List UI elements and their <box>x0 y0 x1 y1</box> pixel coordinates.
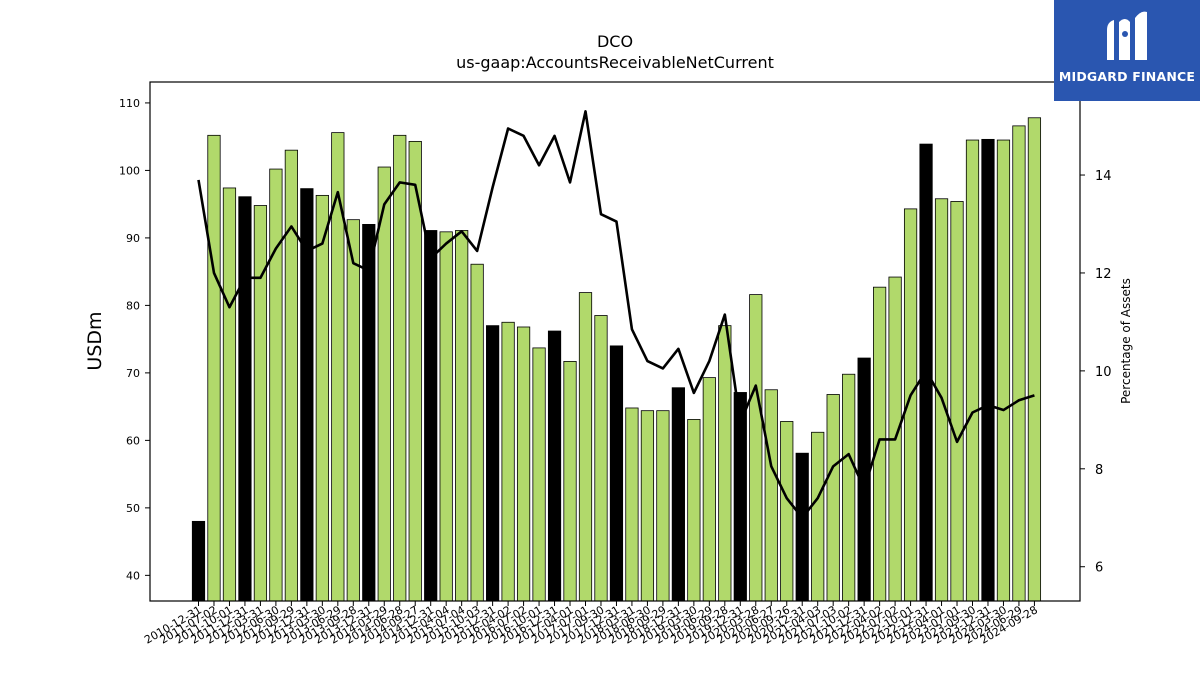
bar-2020-12-31 <box>795 452 809 602</box>
bar-2016-12-31 <box>547 330 562 602</box>
bar-2019-06-29 <box>702 377 716 602</box>
bar-2024-06-29 <box>1012 125 1026 602</box>
bar-2018-12-31 <box>671 387 685 602</box>
bar-2011-07-02 <box>207 134 221 602</box>
chart-title: DCO <box>596 32 634 51</box>
bar-2017-07-01 <box>578 292 593 602</box>
bar-2024-03-30 <box>996 139 1011 602</box>
bar-2014-12-31 <box>424 230 438 602</box>
y-tick-label-110: 110 <box>119 97 140 110</box>
y2-tick-label-8: 8 <box>1095 463 1103 478</box>
y-tick-label-100: 100 <box>119 164 140 177</box>
bar-2022-04-02 <box>873 286 887 602</box>
y2-tick-label-12: 12 <box>1095 267 1112 282</box>
bar-2016-04-02 <box>501 321 515 602</box>
bar-2015-07-04 <box>455 230 469 602</box>
midgard-logo-icon <box>1107 11 1147 61</box>
right-y-axis: 6 8 10 12 14 <box>1080 169 1112 576</box>
brand-name: MIDGARD FINANCE <box>1058 69 1196 84</box>
y2-axis-label: Percentage of Assets <box>1119 278 1133 404</box>
y-tick-label-40: 40 <box>126 569 140 582</box>
y-tick-label-60: 60 <box>126 434 140 447</box>
bar-2012-06-30 <box>269 168 283 602</box>
y2-tick-label-10: 10 <box>1095 365 1112 380</box>
y2-tick-label-14: 14 <box>1095 169 1112 184</box>
bar-2024-09-28 <box>1027 117 1042 602</box>
bar-2023-07-01 <box>950 201 964 602</box>
y-tick-label-50: 50 <box>126 502 140 515</box>
bar-2013-09-28 <box>346 219 360 602</box>
bar-2011-10-01 <box>222 187 237 602</box>
bar-2021-07-03 <box>826 394 840 602</box>
bar-2018-06-30 <box>640 410 655 602</box>
bar-2019-09-28 <box>718 325 732 602</box>
bar-2015-10-03 <box>470 263 484 602</box>
bar-2020-03-28 <box>749 294 763 602</box>
bar-2023-09-30 <box>965 139 980 602</box>
bar-2014-06-28 <box>393 134 407 602</box>
bar-2023-12-31 <box>981 138 995 602</box>
plot-area-frame <box>149 81 1081 602</box>
bar-2016-10-01 <box>532 347 546 602</box>
bar-2016-07-02 <box>516 326 531 602</box>
bar-series <box>191 117 1042 602</box>
bar-2013-12-31 <box>362 223 376 602</box>
bar-2017-12-31 <box>609 345 624 602</box>
bar-2020-06-27 <box>764 389 778 602</box>
brand-logo: MIDGARD FINANCE <box>1054 0 1200 101</box>
bar-2020-09-26 <box>780 421 794 602</box>
bar-2019-12-31 <box>733 392 747 602</box>
bar-2013-03-30 <box>315 194 329 602</box>
left-y-axis: 40 50 60 70 80 90 100 110 <box>119 97 150 582</box>
x-axis: 2010-12-312011-07-022011-10-012011-12-31… <box>142 601 1040 647</box>
bar-2015-04-04 <box>439 231 453 602</box>
y-tick-label-80: 80 <box>126 299 140 312</box>
bar-2011-12-31 <box>238 196 252 602</box>
y2-tick-label-6: 6 <box>1095 561 1103 576</box>
bar-2019-03-30 <box>687 419 701 602</box>
bar-2014-03-29 <box>377 166 391 602</box>
bar-2017-09-30 <box>594 315 608 602</box>
bar-2018-03-31 <box>625 407 639 602</box>
y-tick-label-90: 90 <box>126 232 140 245</box>
bar-2012-03-31 <box>253 205 268 602</box>
bar-2021-04-03 <box>811 431 825 602</box>
bar-2012-09-29 <box>284 149 298 602</box>
bar-2017-04-01 <box>563 361 577 602</box>
bar-2021-10-02 <box>842 373 856 602</box>
bar-2015-12-31 <box>486 325 500 602</box>
y-axis-label: USDm <box>84 311 106 370</box>
chart-subtitle: us-gaap:AccountsReceivableNetCurrent <box>456 53 774 72</box>
percentage-line-series <box>197 110 1035 520</box>
y-tick-label-70: 70 <box>126 367 140 380</box>
percentage-of-assets-line <box>197 110 1035 520</box>
bar-2010-12-31 <box>191 520 206 602</box>
bar-2018-09-29 <box>656 410 670 602</box>
